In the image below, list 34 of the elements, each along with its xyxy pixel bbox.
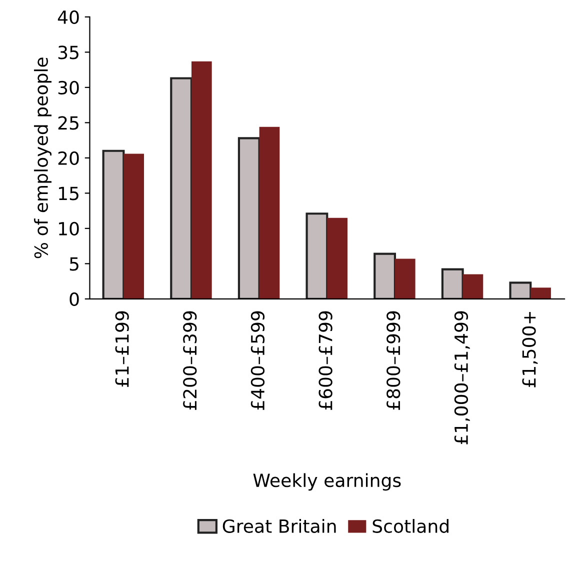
bar [124,154,144,299]
bar [259,126,280,299]
x-tick-label: £1–£199 [115,311,129,387]
y-tick-label: 40 [58,10,79,24]
bar [394,258,416,299]
y-tick-label: 10 [59,222,79,236]
bar [441,268,464,299]
x-tick-label: £800–£999 [386,311,400,410]
bar [327,218,348,299]
x-tick-label: £1,500+ [522,312,538,388]
legend-label: Scotland [372,518,448,533]
legend-label: Great Britain [222,518,336,533]
y-tick-label: 0 [70,292,79,306]
bar [530,288,551,299]
bar [102,150,125,299]
bar [170,77,193,299]
x-tick-label: £200–£399 [183,311,197,410]
x-tick-label: £400–£599 [250,311,265,410]
x-axis-title: Weekly earnings [253,473,401,491]
x-tick-label: £600–£799 [318,311,332,410]
y-tick-label: 5 [70,257,78,271]
y-tick-label: 35 [58,46,78,60]
bar [306,212,328,299]
bar [238,137,260,299]
y-tick-label: 15 [59,186,78,200]
y-tick-label: 25 [58,116,78,130]
y-axis-title: % of employed people [34,58,52,258]
bar [374,252,396,299]
y-tick-label: 30 [58,80,79,95]
bar [191,61,212,299]
y-tick-label: 20 [58,151,79,166]
x-tick-label: £1,000–£1,499 [454,311,470,444]
bar [509,282,532,299]
bar [462,274,484,299]
